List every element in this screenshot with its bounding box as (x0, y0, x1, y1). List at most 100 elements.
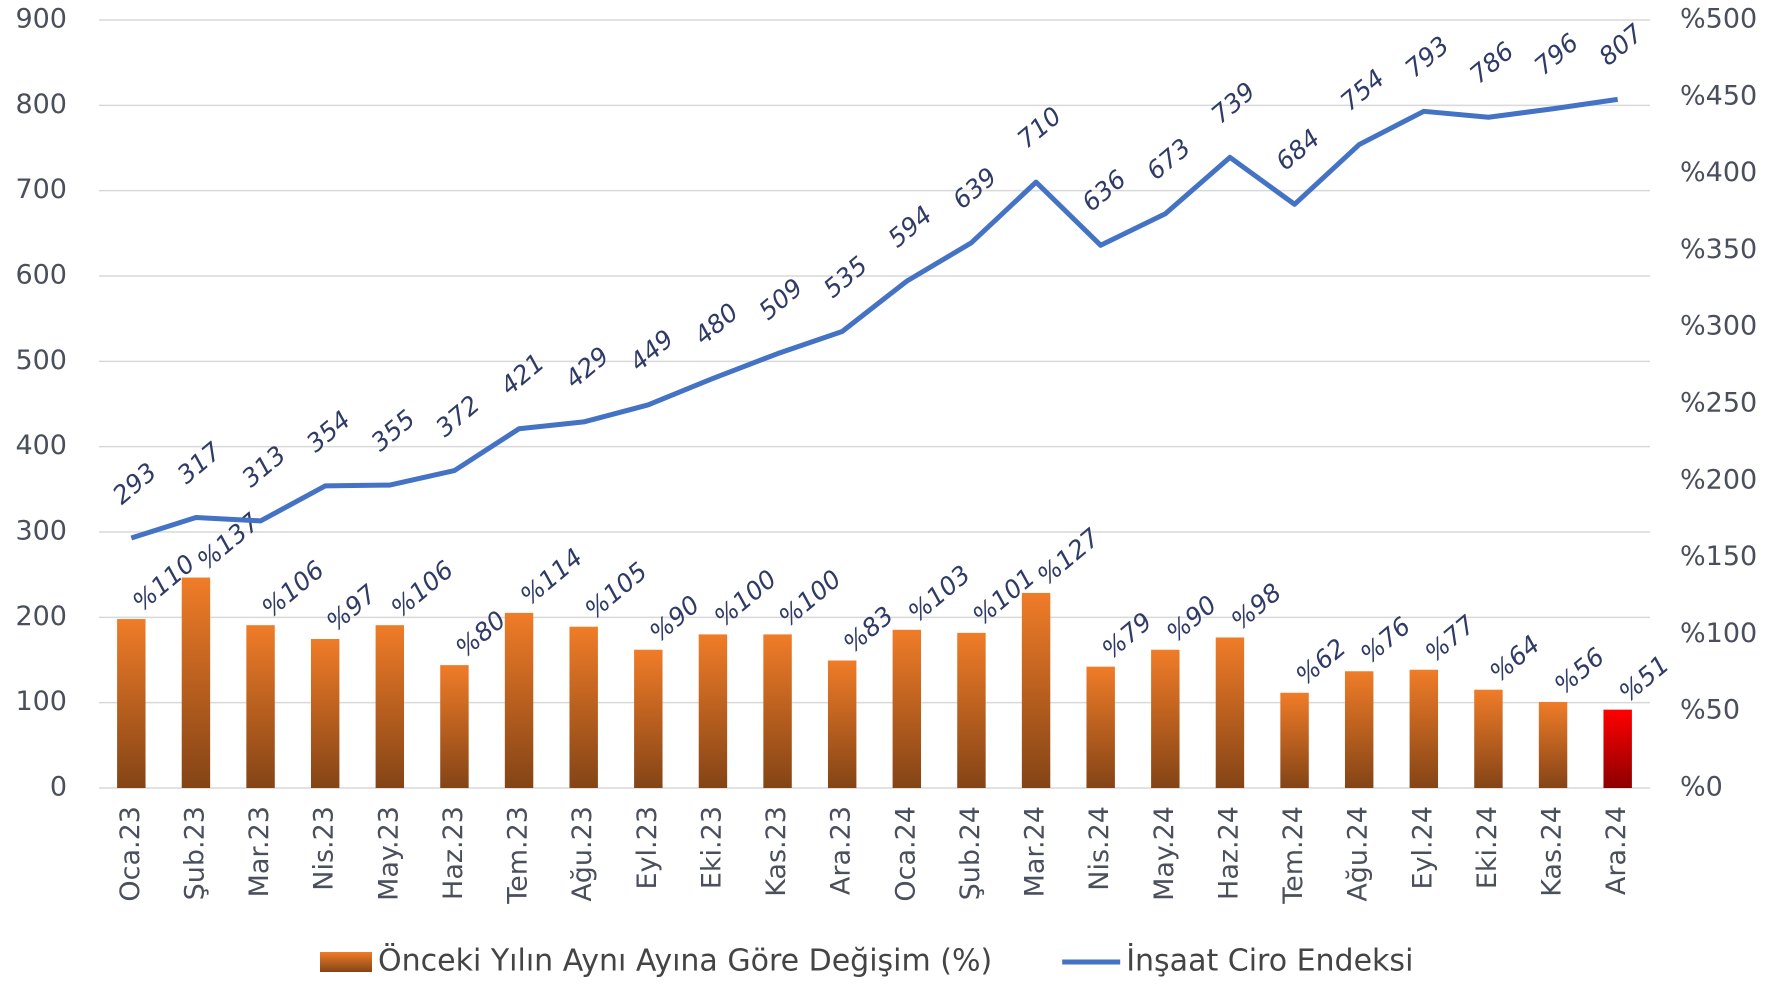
data-label: 639 (947, 162, 1002, 215)
bar (763, 634, 792, 788)
data-label: 535 (818, 251, 873, 304)
bar (375, 625, 405, 788)
x-tick-label: Oca.24 (890, 806, 921, 902)
data-label: %105 (579, 557, 652, 625)
x-tick-label: Eyl.24 (1407, 806, 1438, 889)
data-label: %62 (1290, 633, 1351, 691)
x-tick-label: May.24 (1149, 806, 1180, 901)
x-tick-label: Tem.24 (1278, 806, 1309, 905)
y2-tick-label: %150 (1680, 541, 1757, 572)
data-label: 807 (1593, 18, 1648, 71)
data-label: %98 (1226, 577, 1287, 635)
y2-tick-label: %200 (1680, 464, 1757, 495)
bar (1344, 671, 1374, 788)
x-tick-label: Kas.24 (1537, 806, 1568, 897)
data-label: 421 (495, 348, 550, 401)
x-tick-label: Haz.24 (1213, 806, 1244, 900)
y-tick-label: 0 (50, 772, 67, 803)
data-label: %80 (450, 605, 511, 663)
data-label: 793 (1400, 30, 1455, 83)
legend-swatch (320, 952, 372, 972)
line (130, 96, 1619, 541)
x-tick-label: Eki.23 (696, 806, 727, 889)
bar (1409, 669, 1439, 788)
x-tick-label: Şub.24 (955, 806, 986, 900)
y-tick-label: 300 (15, 516, 67, 547)
x-tick-label: Ara.23 (826, 806, 857, 895)
data-label: %51 (1613, 650, 1674, 708)
data-label: 673 (1141, 133, 1196, 186)
y-tick-label: 500 (15, 345, 67, 376)
y-tick-label: 900 (15, 4, 67, 35)
data-label: %83 (838, 601, 899, 659)
x-tick-label: Nis.23 (309, 806, 340, 891)
x-tick-label: Mar.23 (244, 806, 275, 897)
data-label: 786 (1464, 36, 1519, 89)
legend-label: Önceki Yılın Aynı Ayına Göre Değişim (%) (378, 943, 992, 979)
data-label: 796 (1529, 28, 1584, 81)
y2-tick-label: %450 (1680, 80, 1757, 111)
data-label: %76 (1355, 611, 1416, 669)
data-label: %90 (1161, 590, 1222, 648)
data-label: %56 (1549, 642, 1610, 700)
data-label: 509 (753, 273, 808, 326)
x-tick-label: Eki.24 (1472, 806, 1503, 889)
y-tick-label: 100 (15, 686, 67, 717)
bar (1474, 689, 1503, 788)
y-tick-label: 700 (15, 174, 67, 205)
data-label: %127 (1032, 523, 1105, 591)
x-tick-label: Nis.24 (1084, 806, 1115, 891)
bar (246, 625, 275, 788)
data-label: %106 (256, 555, 329, 623)
x-tick-label: Haz.23 (438, 806, 469, 900)
data-label: 754 (1335, 64, 1390, 117)
data-label: %97 (321, 579, 382, 637)
data-label: %114 (515, 543, 588, 611)
data-label: 594 (883, 200, 938, 253)
bar (1151, 649, 1180, 788)
y2-tick-label: %250 (1680, 388, 1757, 419)
x-tick-label: Ara.24 (1601, 806, 1632, 895)
data-label: 449 (624, 324, 679, 377)
data-label: %77 (1420, 610, 1481, 668)
y2-tick-label: %50 (1680, 695, 1740, 726)
data-label: %90 (644, 590, 705, 648)
bar (181, 577, 211, 788)
y2-tick-label: %100 (1680, 618, 1757, 649)
x-tick-label: Oca.23 (115, 806, 146, 902)
data-label: 293 (107, 457, 162, 510)
bar (698, 634, 728, 788)
bar (310, 639, 340, 788)
bar (634, 649, 663, 788)
y-tick-label: 800 (15, 89, 67, 120)
bar (440, 665, 469, 788)
data-label: 355 (366, 404, 421, 457)
x-tick-label: Mar.24 (1020, 806, 1051, 897)
data-label: 636 (1076, 164, 1131, 217)
data-label: 313 (236, 440, 291, 493)
bar (827, 660, 857, 788)
bar (957, 632, 986, 788)
x-tick-label: Eyl.23 (632, 806, 663, 889)
bar (1280, 692, 1309, 788)
y2-tick-label: %300 (1680, 311, 1757, 342)
y-tick-label: 400 (15, 430, 67, 461)
x-tick-label: Ağu.23 (567, 806, 598, 902)
data-label: 317 (172, 437, 227, 490)
y-tick-label: 200 (15, 601, 67, 632)
data-label: %100 (773, 564, 846, 632)
bar (1086, 666, 1115, 788)
x-tick-label: May.23 (373, 806, 404, 901)
x-tick-label: Ağu.24 (1343, 806, 1374, 902)
bar (1603, 709, 1632, 788)
y2-tick-label: %400 (1680, 157, 1757, 188)
x-tick-label: Tem.23 (503, 806, 534, 905)
data-label: 354 (301, 405, 356, 458)
x-tick-label: Kas.23 (761, 806, 792, 897)
y-tick-label: 600 (15, 260, 67, 291)
y2-tick-label: %0 (1680, 772, 1723, 803)
bar (569, 626, 598, 788)
bar (504, 612, 534, 788)
bar (1538, 701, 1568, 788)
